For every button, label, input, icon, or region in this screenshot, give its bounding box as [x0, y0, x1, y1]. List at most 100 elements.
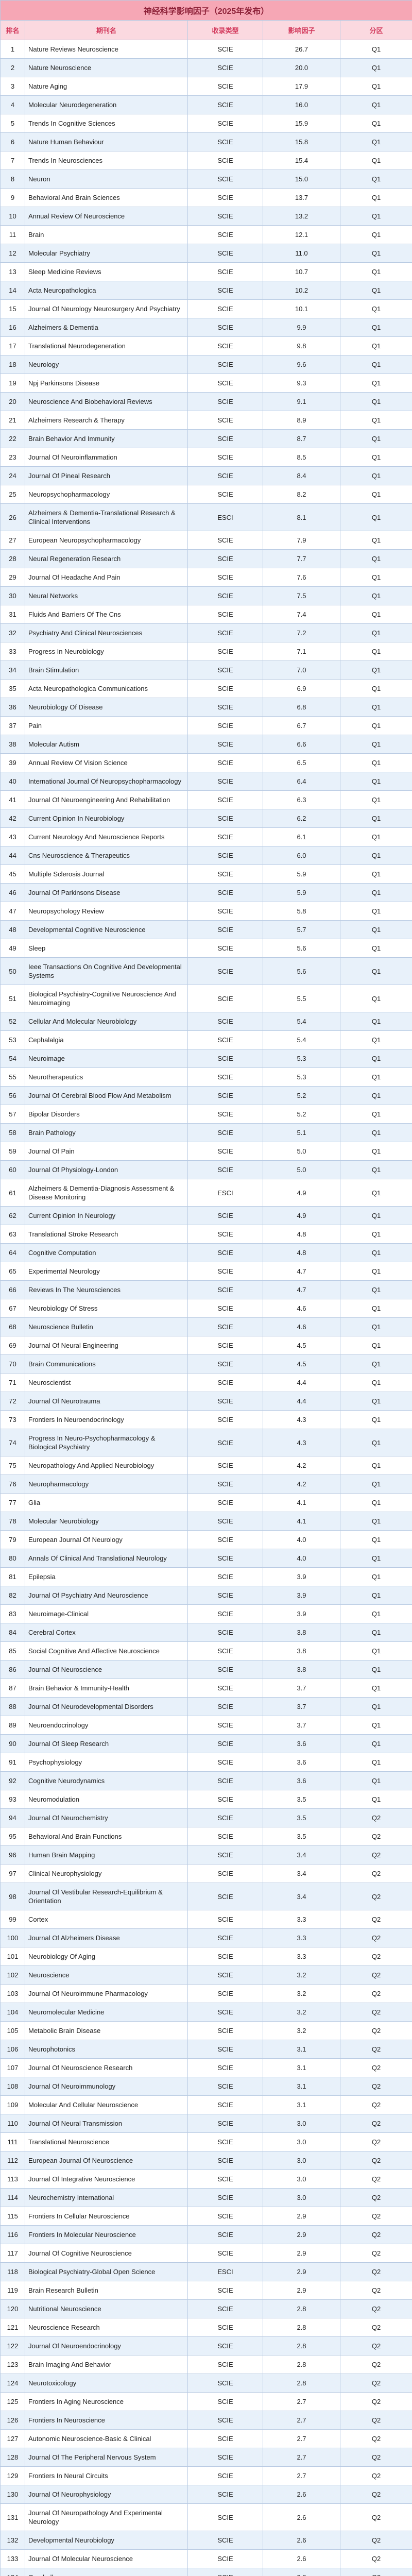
index-type-cell: SCIE [187, 753, 263, 772]
table-row: 20 Neuroscience And Biobehavioral Reviews… [0, 392, 412, 411]
index-type-cell: SCIE [187, 281, 263, 300]
rank-cell: 127 [0, 2429, 25, 2448]
quartile-cell: Q1 [339, 865, 412, 884]
index-type-cell: SCIE [187, 827, 263, 846]
table-row: 21 Alzheimers Research & Therapy SCIE 8.9 Q1 [0, 411, 412, 430]
index-type-cell: SCIE [187, 2170, 263, 2189]
journal-name-cell: Neuroendocrinology [25, 1716, 188, 1735]
index-type-cell: SCIE [187, 2207, 263, 2226]
impact-factor-cell: 15.4 [263, 151, 340, 170]
index-type-cell: SCIE [187, 1012, 263, 1031]
journal-name-cell: Annual Review Of Neuroscience [25, 207, 188, 226]
rank-cell: 69 [0, 1336, 25, 1355]
rank-cell: 65 [0, 1262, 25, 1281]
quartile-cell: Q2 [339, 2299, 412, 2318]
journal-name-cell: Cerebellum [25, 2568, 188, 2576]
impact-factor-cell: 26.7 [263, 40, 340, 59]
quartile-cell: Q1 [339, 605, 412, 624]
rank-cell: 116 [0, 2225, 25, 2244]
index-type-cell: SCIE [187, 2568, 263, 2576]
quartile-cell: Q1 [339, 170, 412, 189]
table-row: 63 Translational Stroke Research SCIE 4.8 Q1 [0, 1225, 412, 1244]
quartile-cell: Q1 [339, 1475, 412, 1494]
table-row: 126 Frontiers In Neuroscience SCIE 2.7 Q2 [0, 2411, 412, 2430]
journal-name-cell: Frontiers In Molecular Neuroscience [25, 2225, 188, 2244]
quartile-cell: Q1 [339, 207, 412, 226]
quartile-cell: Q2 [339, 2336, 412, 2355]
table-row: 56 Journal Of Cerebral Blood Flow And Met… [0, 1086, 412, 1105]
quartile-cell: Q1 [339, 902, 412, 921]
impact-factor-cell: 10.7 [263, 262, 340, 281]
journal-name-cell: Journal Of Neurochemistry [25, 1808, 188, 1827]
journal-name-cell: Neurophotonics [25, 2040, 188, 2059]
journal-name-cell: Journal Of Neuroscience Research [25, 2058, 188, 2077]
impact-factor-cell: 4.7 [263, 1280, 340, 1299]
impact-factor-cell: 4.9 [263, 1179, 340, 1207]
quartile-cell: Q1 [339, 40, 412, 59]
quartile-cell: Q2 [339, 2429, 412, 2448]
index-type-cell: SCIE [187, 2549, 263, 2568]
table-row: 35 Acta Neuropathologica Communications SC… [0, 679, 412, 698]
impact-factor-cell: 7.4 [263, 605, 340, 624]
index-type-cell: SCIE [187, 466, 263, 485]
journal-name-cell: Journal Of Molecular Neuroscience [25, 2549, 188, 2568]
table-row: 6 Nature Human Behaviour SCIE 15.8 Q1 [0, 132, 412, 151]
impact-factor-cell: 4.7 [263, 1262, 340, 1281]
impact-factor-cell: 10.1 [263, 299, 340, 318]
journal-name-cell: Journal Of Neuroimmune Pharmacology [25, 1984, 188, 2003]
table-row: 41 Journal Of Neuroengineering And Rehabi… [0, 790, 412, 809]
index-type-cell: SCIE [187, 225, 263, 244]
table-row: 15 Journal Of Neurology Neurosurgery And … [0, 299, 412, 318]
impact-factor-cell: 3.8 [263, 1623, 340, 1642]
rank-cell: 61 [0, 1179, 25, 1207]
index-type-cell: SCIE [187, 1123, 263, 1142]
quartile-cell: Q1 [339, 1160, 412, 1179]
table-row: 37 Pain SCIE 6.7 Q1 [0, 716, 412, 735]
rank-cell: 44 [0, 846, 25, 865]
quartile-cell: Q2 [339, 1928, 412, 1947]
quartile-cell: Q2 [339, 2374, 412, 2393]
journal-name-cell: Journal Of Cerebral Blood Flow And Metab… [25, 1086, 188, 1105]
quartile-cell: Q1 [339, 1336, 412, 1355]
rank-cell: 123 [0, 2355, 25, 2374]
journal-name-cell: Epilepsia [25, 1567, 188, 1586]
index-type-cell: SCIE [187, 1864, 263, 1883]
rank-cell: 131 [0, 2503, 25, 2531]
quartile-cell: Q1 [339, 281, 412, 300]
rank-cell: 11 [0, 225, 25, 244]
rank-cell: 3 [0, 77, 25, 96]
rank-cell: 31 [0, 605, 25, 624]
journal-name-cell: Journal Of Neurology Neurosurgery And Ps… [25, 299, 188, 318]
impact-factor-cell: 3.7 [263, 1716, 340, 1735]
journal-name-cell: Alzheimers Research & Therapy [25, 411, 188, 430]
journal-name-cell: Frontiers In Aging Neuroscience [25, 2392, 188, 2411]
index-type-cell: SCIE [187, 2244, 263, 2263]
quartile-cell: Q2 [339, 2188, 412, 2207]
table-row: 43 Current Neurology And Neuroscience Rep… [0, 827, 412, 846]
index-type-cell: SCIE [187, 2374, 263, 2393]
table-row: 108 Journal Of Neuroimmunology SCIE 3.1 Q2 [0, 2077, 412, 2096]
journal-name-cell: Current Neurology And Neuroscience Repor… [25, 827, 188, 846]
index-type-cell: SCIE [187, 1429, 263, 1456]
journal-name-cell: Translational Neurodegeneration [25, 336, 188, 355]
quartile-cell: Q1 [339, 1697, 412, 1716]
table-row: 73 Frontiers In Neuroendocrinology SCIE 4.3… [0, 1410, 412, 1429]
impact-factor-cell: 4.4 [263, 1392, 340, 1411]
rank-cell: 76 [0, 1475, 25, 1494]
journal-name-cell: Cellular And Molecular Neurobiology [25, 1012, 188, 1031]
journal-name-cell: Sleep [25, 939, 188, 958]
journal-name-cell: Neurotherapeutics [25, 1067, 188, 1087]
rank-cell: 93 [0, 1790, 25, 1809]
rank-cell: 33 [0, 642, 25, 661]
rank-cell: 112 [0, 2151, 25, 2170]
table-row: 47 Neuropsychology Review SCIE 5.8 Q1 [0, 902, 412, 921]
col-header-quartile: 分区 [339, 20, 412, 40]
impact-factor-cell: 2.6 [263, 2485, 340, 2504]
journal-name-cell: Behavioral And Brain Sciences [25, 188, 188, 207]
journal-name-cell: Frontiers In Neural Circuits [25, 2466, 188, 2485]
impact-factor-cell: 5.6 [263, 939, 340, 958]
journal-name-cell: Journal Of Sleep Research [25, 1734, 188, 1753]
rank-cell: 8 [0, 170, 25, 189]
quartile-cell: Q1 [339, 58, 412, 77]
